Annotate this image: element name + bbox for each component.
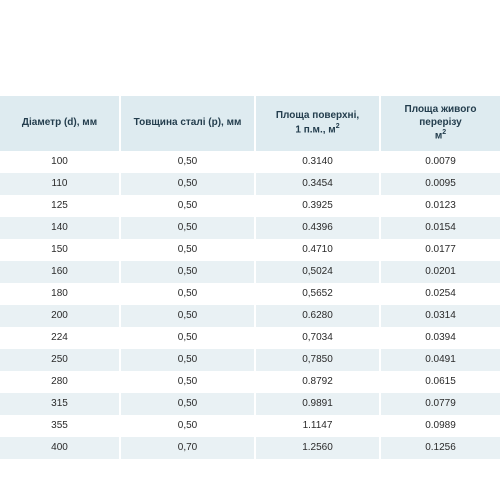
- table-cell: 0.0095: [380, 173, 500, 195]
- table-cell: 100: [0, 151, 120, 173]
- table-cell: 0,50: [120, 151, 255, 173]
- table-cell: 224: [0, 327, 120, 349]
- table-row: 2240,500,70340.0394: [0, 327, 500, 349]
- table-cell: 0.4396: [255, 217, 380, 239]
- table-cell: 0,50: [120, 327, 255, 349]
- table-cell: 355: [0, 415, 120, 437]
- table-cell: 0.3925: [255, 195, 380, 217]
- table-cell: 0.0254: [380, 283, 500, 305]
- table-body: 1000,500.31400.00791100,500.34540.009512…: [0, 151, 500, 459]
- table-row: 2500,500,78500.0491: [0, 349, 500, 371]
- table-cell: 0,50: [120, 217, 255, 239]
- table-cell: 0.0201: [380, 261, 500, 283]
- table-row: 4000,701.25600.1256: [0, 437, 500, 459]
- table-cell: 0,5652: [255, 283, 380, 305]
- table-cell: 0.1256: [380, 437, 500, 459]
- col-header-thickness: Товщина сталі (р), мм: [120, 96, 255, 151]
- col-header-diameter: Діаметр (d), мм: [0, 96, 120, 151]
- spec-table: Діаметр (d), мм Товщина сталі (р), мм Пл…: [0, 96, 500, 459]
- table-cell: 0.3140: [255, 151, 380, 173]
- table-cell: 0.3454: [255, 173, 380, 195]
- table-cell: 0.0779: [380, 393, 500, 415]
- table-cell: 400: [0, 437, 120, 459]
- table-row: 1100,500.34540.0095: [0, 173, 500, 195]
- table-cell: 0,5024: [255, 261, 380, 283]
- table-cell: 0,50: [120, 415, 255, 437]
- table-row: 1800,500,56520.0254: [0, 283, 500, 305]
- table-cell: 1.1147: [255, 415, 380, 437]
- table-row: 1250,500.39250.0123: [0, 195, 500, 217]
- table-cell: 150: [0, 239, 120, 261]
- table-cell: 0.9891: [255, 393, 380, 415]
- table-cell: 0.6280: [255, 305, 380, 327]
- table-cell: 0,70: [120, 437, 255, 459]
- table-cell: 160: [0, 261, 120, 283]
- table-cell: 110: [0, 173, 120, 195]
- table-cell: 200: [0, 305, 120, 327]
- page: Діаметр (d), мм Товщина сталі (р), мм Пл…: [0, 0, 500, 500]
- table-cell: 0.0491: [380, 349, 500, 371]
- table-cell: 0,50: [120, 173, 255, 195]
- table-cell: 0.8792: [255, 371, 380, 393]
- table-cell: 0,50: [120, 195, 255, 217]
- table-cell: 0.0314: [380, 305, 500, 327]
- table-row: 3550,501.11470.0989: [0, 415, 500, 437]
- table-cell: 0.4710: [255, 239, 380, 261]
- table-cell: 0.0154: [380, 217, 500, 239]
- table-cell: 0,50: [120, 261, 255, 283]
- table-cell: 0,7034: [255, 327, 380, 349]
- table-cell: 0,50: [120, 393, 255, 415]
- table-row: 2800,500.87920.0615: [0, 371, 500, 393]
- table-cell: 0.0615: [380, 371, 500, 393]
- table-cell: 280: [0, 371, 120, 393]
- table-cell: 0,50: [120, 349, 255, 371]
- table-row: 1000,500.31400.0079: [0, 151, 500, 173]
- table-row: 1600,500,50240.0201: [0, 261, 500, 283]
- table-cell: 250: [0, 349, 120, 371]
- table-cell: 0,50: [120, 371, 255, 393]
- table-cell: 180: [0, 283, 120, 305]
- table-row: 2000,500.62800.0314: [0, 305, 500, 327]
- table-cell: 125: [0, 195, 120, 217]
- table-cell: 0.0123: [380, 195, 500, 217]
- table-row: 1400,500.43960.0154: [0, 217, 500, 239]
- table-cell: 140: [0, 217, 120, 239]
- table-cell: 0.0177: [380, 239, 500, 261]
- table-cell: 1.2560: [255, 437, 380, 459]
- table-cell: 315: [0, 393, 120, 415]
- table-cell: 0.0079: [380, 151, 500, 173]
- col-header-surface: Площа поверхні,1 п.м., м2: [255, 96, 380, 151]
- table-cell: 0.0989: [380, 415, 500, 437]
- table-cell: 0,50: [120, 305, 255, 327]
- table-header: Діаметр (d), мм Товщина сталі (р), мм Пл…: [0, 96, 500, 151]
- table-cell: 0,7850: [255, 349, 380, 371]
- table-cell: 0,50: [120, 239, 255, 261]
- top-spacer: [0, 0, 500, 96]
- table-cell: 0.0394: [380, 327, 500, 349]
- table-cell: 0,50: [120, 283, 255, 305]
- table-row: 3150,500.98910.0779: [0, 393, 500, 415]
- col-header-section: Площа живого перерізум2: [380, 96, 500, 151]
- table-row: 1500,500.47100.0177: [0, 239, 500, 261]
